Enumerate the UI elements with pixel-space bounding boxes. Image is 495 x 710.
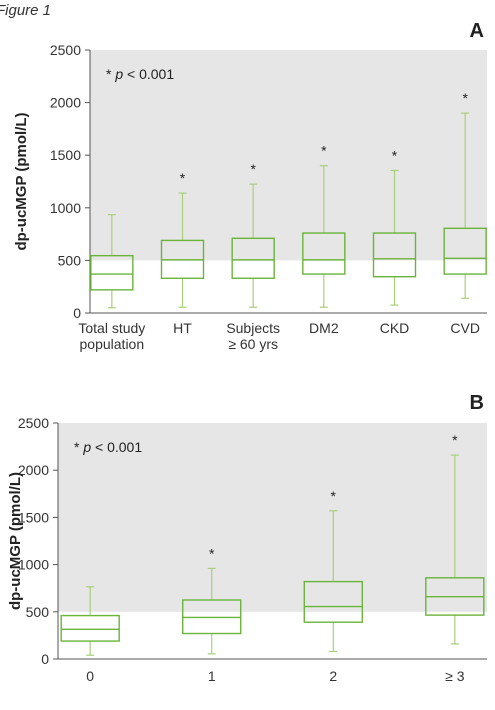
panel-a: 0 500 1000 1500 2000 2500 dp-ucMGP (pmol/L) A * … (13, 20, 487, 352)
plot-background (90, 50, 487, 261)
iqr-box (303, 580, 363, 623)
y-tick-label: 2500 (50, 42, 81, 58)
iqr-box (302, 232, 346, 275)
box-4: * CKD (372, 147, 417, 336)
y-tick-label: 2500 (18, 415, 49, 431)
y-tick-label: 1000 (50, 200, 81, 216)
y-tick-label: 500 (58, 252, 82, 268)
figure-label: Figure 1 (0, 2, 52, 19)
iqr-box (372, 232, 417, 278)
y-tick-label: 1000 (18, 557, 49, 573)
box-3: * DM2 (302, 143, 346, 336)
iqr-box (182, 599, 242, 635)
x-tick-label: HT (173, 320, 192, 336)
x-tick-label: ≥ 60 yrs (228, 336, 278, 352)
box-1: *1 (182, 545, 242, 684)
significance-star: * (180, 170, 186, 186)
x-tick-label: population (80, 336, 145, 352)
iqr-box (90, 254, 134, 291)
y-tick-label: 0 (41, 651, 49, 667)
y-tick-label: 0 (73, 305, 81, 321)
x-tick-label: CKD (380, 320, 410, 336)
x-tick-label: DM2 (309, 320, 339, 336)
significance-star: * (250, 161, 256, 177)
y-tick-label: 500 (26, 604, 50, 620)
p-value-annotation: * p < 0.001 (106, 66, 174, 82)
iqr-box (60, 614, 120, 642)
box-5: * CVD (443, 90, 487, 336)
x-tick-label: ≥ 3 (445, 668, 465, 684)
x-tick-label: 2 (329, 668, 337, 684)
significance-star: * (331, 488, 337, 504)
x-tick-label: 0 (86, 668, 94, 684)
x-tick-label: Subjects (226, 320, 280, 336)
iqr-box (443, 227, 487, 275)
panel-b: 0 500 1000 1500 2000 2500 dp-ucMGP (pmol/L) B * … (7, 392, 487, 684)
box-3: * ≥ 3 (425, 432, 485, 684)
y-tick-label: 2000 (18, 462, 49, 478)
y-tick-label: 2000 (50, 95, 81, 111)
p-value-annotation: * p < 0.001 (74, 439, 142, 455)
box-1: * HT (160, 170, 205, 336)
significance-star: * (452, 432, 458, 448)
box-2: * Subjects≥ 60 yrs (226, 161, 280, 352)
iqr-box (231, 237, 275, 279)
y-axis-label: dp-ucMGP (pmol/L) (7, 472, 24, 610)
panel-letter: B (470, 392, 484, 414)
panel-letter: A (470, 20, 484, 42)
significance-star: * (392, 147, 398, 163)
x-tick-label: 1 (208, 668, 216, 684)
x-tick-label: CVD (450, 320, 480, 336)
x-tick-label: Total study (78, 320, 145, 336)
significance-star: * (321, 143, 327, 159)
y-axis-label: dp-ucMGP (pmol/L) (13, 112, 30, 250)
y-tick-label: 1500 (18, 509, 49, 525)
y-tick-label: 1500 (50, 147, 81, 163)
significance-star: * (209, 545, 215, 561)
plot-background (58, 423, 487, 612)
significance-star: * (462, 90, 468, 106)
box-2: *2 (303, 488, 363, 684)
box-0: 0 (60, 586, 120, 684)
